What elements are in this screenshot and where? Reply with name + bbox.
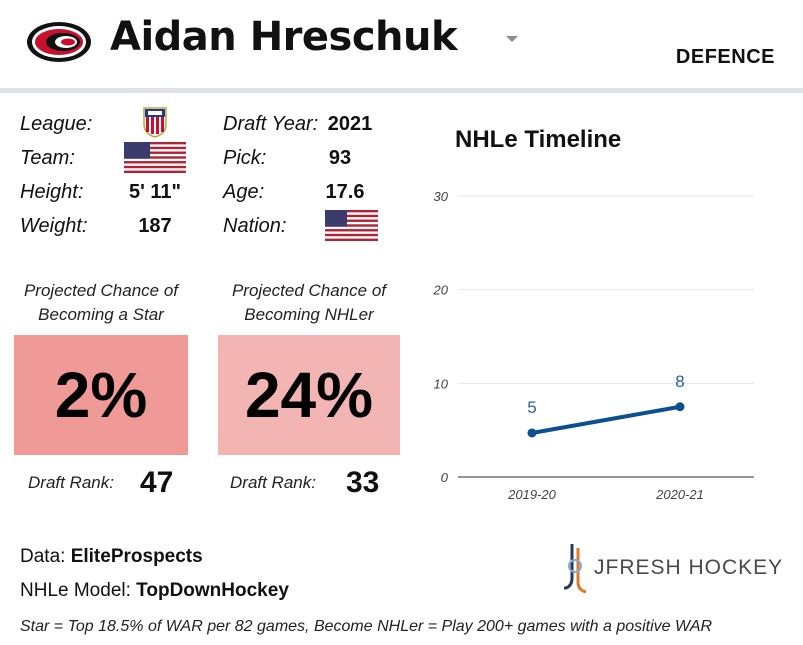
data-source-value: EliteProspects (70, 546, 203, 567)
data-source-label: Data: (20, 546, 66, 567)
nhler-projection-title-line2: Becoming NHLer (244, 305, 374, 324)
data-source: Data: EliteProspects (20, 546, 203, 568)
chart-title: NHLe Timeline (455, 126, 622, 153)
nhler-projection-title: Projected Chance of Becoming NHLer (219, 279, 399, 327)
nhle-model-label: NHLe Model: (20, 580, 131, 601)
nhle-model-value: TopDownHockey (136, 580, 289, 601)
star-projection-title-line2: Becoming a Star (38, 305, 164, 324)
nhle-timeline-chart: 0 10 20 30 2019-20 2020-21 5 8 (433, 189, 754, 502)
draft-year-label: Draft Year: (223, 113, 319, 135)
data-label: 8 (675, 372, 684, 391)
age-label: Age: (223, 181, 265, 203)
team-logo-icon (26, 20, 92, 64)
player-select-chevron-down-icon[interactable] (506, 36, 518, 42)
jfresh-hockey-logo-icon (560, 542, 590, 594)
weight-label: Weight: (20, 215, 88, 237)
pick-label: Pick: (223, 147, 267, 169)
height-value: 5' 11" (128, 181, 182, 203)
usa-hockey-ntdp-icon (142, 106, 168, 138)
nhler-projection-title-line1: Projected Chance of (231, 281, 387, 300)
y-tick-label: 30 (434, 189, 449, 204)
data-point[interactable] (675, 402, 685, 412)
nhler-chance-box: 24% (218, 335, 400, 455)
nhler-draft-rank-label: Draft Rank: (230, 473, 316, 492)
league-label: League: (20, 113, 93, 135)
weight-value: 187 (138, 215, 172, 237)
nhler-chance-value: 24% (244, 359, 374, 431)
nhler-draft-rank-value: 33 (346, 466, 380, 499)
star-draft-rank-value: 47 (140, 466, 174, 499)
star-chance-value: 2% (54, 359, 148, 431)
x-tick-label: 2020-21 (655, 487, 704, 502)
footnote: Star = Top 18.5% of WAR per 82 games, Be… (20, 618, 713, 635)
star-draft-rank-label: Draft Rank: (28, 473, 114, 492)
nhle-model: NHLe Model: TopDownHockey (20, 580, 289, 602)
height-label: Height: (20, 181, 84, 203)
y-tick-label: 20 (433, 283, 449, 298)
y-tick-label: 0 (441, 470, 449, 485)
star-chance-box: 2% (14, 335, 188, 455)
position-label: DEFENCE (675, 46, 775, 68)
team-usa-flag-icon (124, 142, 186, 173)
data-label: 5 (527, 398, 536, 417)
age-value: 17.6 (325, 181, 365, 203)
data-point[interactable] (527, 428, 537, 438)
pick-value: 93 (328, 147, 352, 169)
brand-name: JFRESH HOCKEY (594, 556, 784, 579)
team-label: Team: (20, 147, 75, 169)
x-tick-label: 2019-20 (507, 487, 556, 502)
nation-label: Nation: (223, 215, 287, 237)
y-tick-label: 10 (434, 376, 449, 391)
header-divider (0, 88, 803, 93)
player-name: Aidan Hreschuk (110, 14, 458, 60)
series-line (530, 404, 682, 435)
star-projection-title-line1: Projected Chance of (23, 281, 179, 300)
nation-usa-flag-icon (325, 210, 378, 241)
draft-year-value: 2021 (327, 113, 373, 135)
star-projection-title: Projected Chance of Becoming a Star (11, 279, 191, 327)
